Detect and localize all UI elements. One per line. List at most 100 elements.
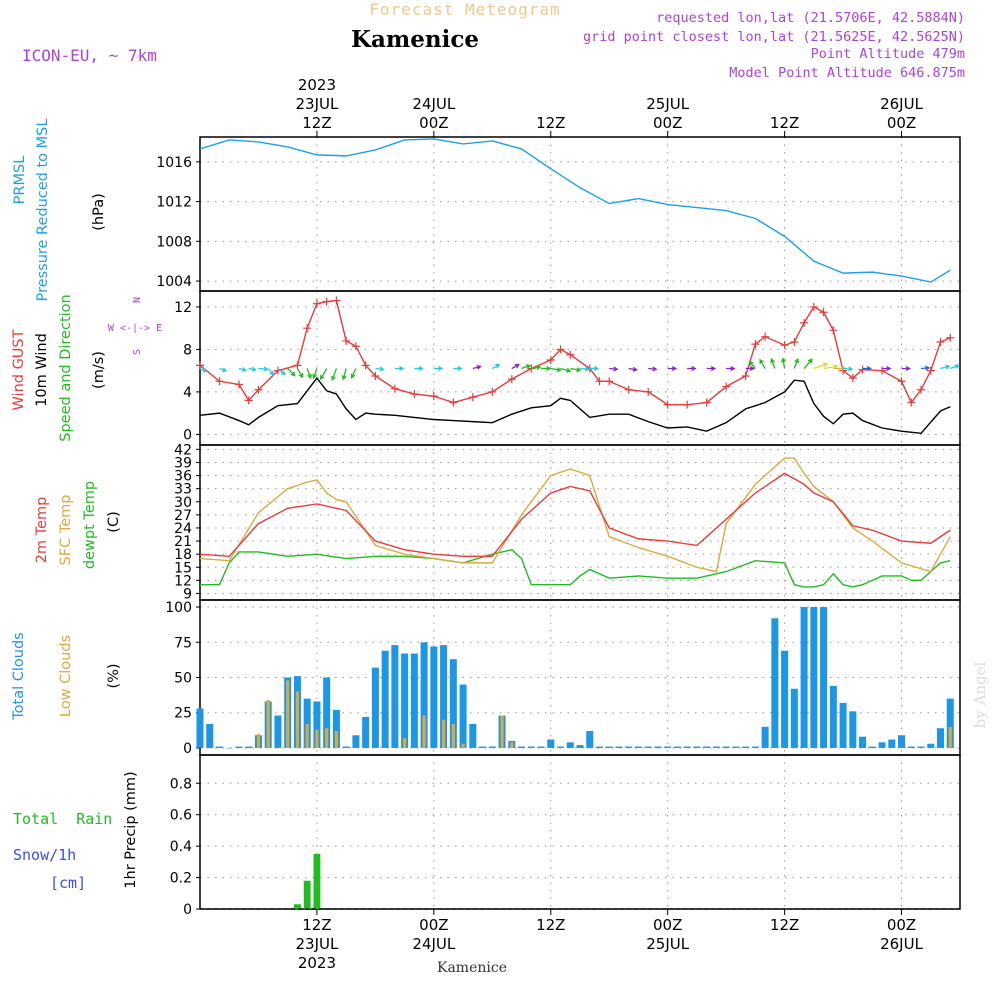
gust-line-point bbox=[780, 341, 789, 350]
panel-frame bbox=[199, 290, 961, 446]
x-tick-label-bottom: 12Z bbox=[536, 916, 565, 934]
total-cloud-bar bbox=[849, 711, 857, 748]
low-cloud-bar bbox=[266, 700, 270, 748]
total-cloud-bar bbox=[459, 684, 467, 748]
pressure-unit: (hPa) bbox=[91, 193, 107, 230]
total-cloud-bar bbox=[712, 746, 720, 748]
gust-line-point bbox=[449, 398, 458, 407]
total-cloud-bar bbox=[703, 746, 711, 748]
gust-line-point bbox=[351, 342, 360, 351]
panel-clouds: 0 25 50 75 100 bbox=[165, 599, 961, 757]
total-cloud-bar bbox=[810, 607, 818, 748]
model-altitude: Model Point Altitude 646.875m bbox=[729, 65, 965, 81]
compass-north: N bbox=[132, 297, 143, 303]
panels: 1004100810121016048129121518212427303336… bbox=[156, 76, 961, 972]
wind-arrow bbox=[375, 366, 385, 372]
total-cloud-bar bbox=[732, 746, 740, 748]
total-cloud-bar bbox=[664, 746, 672, 748]
wind-arrow bbox=[579, 366, 591, 372]
total-cloud-bar bbox=[410, 653, 418, 748]
gust-line-point bbox=[371, 371, 380, 380]
total-cloud-bar bbox=[313, 701, 321, 748]
low-cloud-bar bbox=[334, 731, 338, 748]
x-tick-label-top: 12Z bbox=[302, 114, 331, 132]
rain-bar bbox=[294, 904, 301, 909]
total-cloud-bar bbox=[927, 743, 935, 748]
wind-arrow bbox=[312, 368, 318, 380]
total-cloud-bar bbox=[352, 735, 360, 748]
total-cloud-bar bbox=[595, 746, 603, 748]
wind-arrow bbox=[813, 362, 829, 370]
total-cloud-bar bbox=[391, 645, 399, 748]
gust-line-point bbox=[800, 318, 809, 327]
x-tick-label-top: 25JUL bbox=[646, 95, 689, 113]
gust-line-point bbox=[897, 377, 906, 386]
y-tick-label: 30 bbox=[174, 495, 192, 511]
low-cloud-bar bbox=[422, 715, 426, 748]
total-cloud-bar bbox=[371, 667, 379, 748]
x-tick-label-top: 12Z bbox=[770, 114, 799, 132]
wind-arrow bbox=[414, 366, 424, 372]
total-cloud-bar bbox=[829, 685, 837, 748]
x-tick-label-top: 00Z bbox=[653, 114, 682, 132]
total-cloud-bar bbox=[898, 735, 906, 748]
snow-unit: [cm] bbox=[50, 874, 86, 892]
total-cloud-bar bbox=[274, 715, 282, 748]
x-tick-label-top: 23JUL bbox=[295, 95, 338, 113]
total-cloud-bar bbox=[440, 645, 448, 748]
low-cloud-bar bbox=[295, 691, 300, 748]
x-tick-label-top: 24JUL bbox=[412, 95, 455, 113]
gust-line-point bbox=[234, 380, 243, 389]
y-tick-label: 15 bbox=[174, 560, 192, 576]
total-cloud-bar bbox=[625, 746, 633, 748]
wind-dir-label: Speed and Direction bbox=[58, 294, 74, 441]
y-tick-label: 8 bbox=[183, 342, 192, 358]
wind-arrow bbox=[319, 368, 328, 381]
y-tick-label: 1004 bbox=[156, 274, 192, 290]
temp-unit: (C) bbox=[106, 511, 122, 532]
gust-line-point bbox=[244, 396, 253, 405]
gust-line-point bbox=[429, 392, 438, 401]
total-cloud-bar bbox=[332, 709, 340, 748]
gust-label: Wind GUST bbox=[11, 329, 27, 410]
pressure-label-1: PRMSL bbox=[12, 156, 28, 205]
total-cloud-bar bbox=[790, 688, 798, 748]
wind-label: 10m Wind bbox=[34, 333, 50, 407]
gust-line-point bbox=[819, 308, 828, 317]
wind-arrow bbox=[803, 358, 813, 369]
y-tick-label: 39 bbox=[174, 455, 192, 471]
compass-south: S bbox=[132, 349, 143, 355]
total-cloud-bar bbox=[946, 698, 954, 748]
total-cloud-bar bbox=[917, 746, 925, 748]
gust-line-point bbox=[663, 400, 672, 409]
wind-arrow bbox=[531, 365, 542, 370]
y-tick-label: 21 bbox=[174, 534, 192, 550]
x-tick-label-bottom: 00Z bbox=[653, 916, 682, 934]
total-cloud-bar bbox=[771, 618, 779, 748]
wind-arrow bbox=[950, 364, 960, 370]
y-tick-label: 33 bbox=[174, 482, 192, 498]
requested-coords: requested lon,lat (21.5706E, 42.5884N) bbox=[656, 10, 965, 26]
gust-line-point bbox=[907, 398, 916, 407]
wind-arrow bbox=[453, 366, 463, 372]
wind-arrow bbox=[667, 366, 678, 372]
gust-line-point bbox=[605, 377, 614, 386]
wind-arrow bbox=[248, 366, 257, 372]
total-cloud-bar bbox=[751, 746, 759, 748]
x-tick-label-top: 2023 bbox=[298, 76, 336, 94]
x-tick-label-top: 00Z bbox=[419, 114, 448, 132]
wind-arrow bbox=[843, 366, 854, 372]
total-cloud-bar bbox=[859, 736, 867, 748]
y-tick-label: 0.2 bbox=[170, 871, 192, 887]
gust-line-point bbox=[722, 382, 731, 391]
y-tick-label: 0.8 bbox=[170, 776, 192, 792]
compass-we: W <-|-> E bbox=[108, 323, 162, 334]
gust-line-point bbox=[878, 366, 887, 375]
model-label: ICON-EU, ~ 7km bbox=[22, 46, 157, 65]
gust-line-point bbox=[702, 398, 711, 407]
gust-line-point bbox=[215, 377, 224, 386]
low-cloud-bar bbox=[500, 715, 504, 748]
y-tick-label: 50 bbox=[174, 671, 192, 687]
wind-arrow bbox=[394, 366, 405, 372]
wind-arrow bbox=[541, 366, 552, 372]
